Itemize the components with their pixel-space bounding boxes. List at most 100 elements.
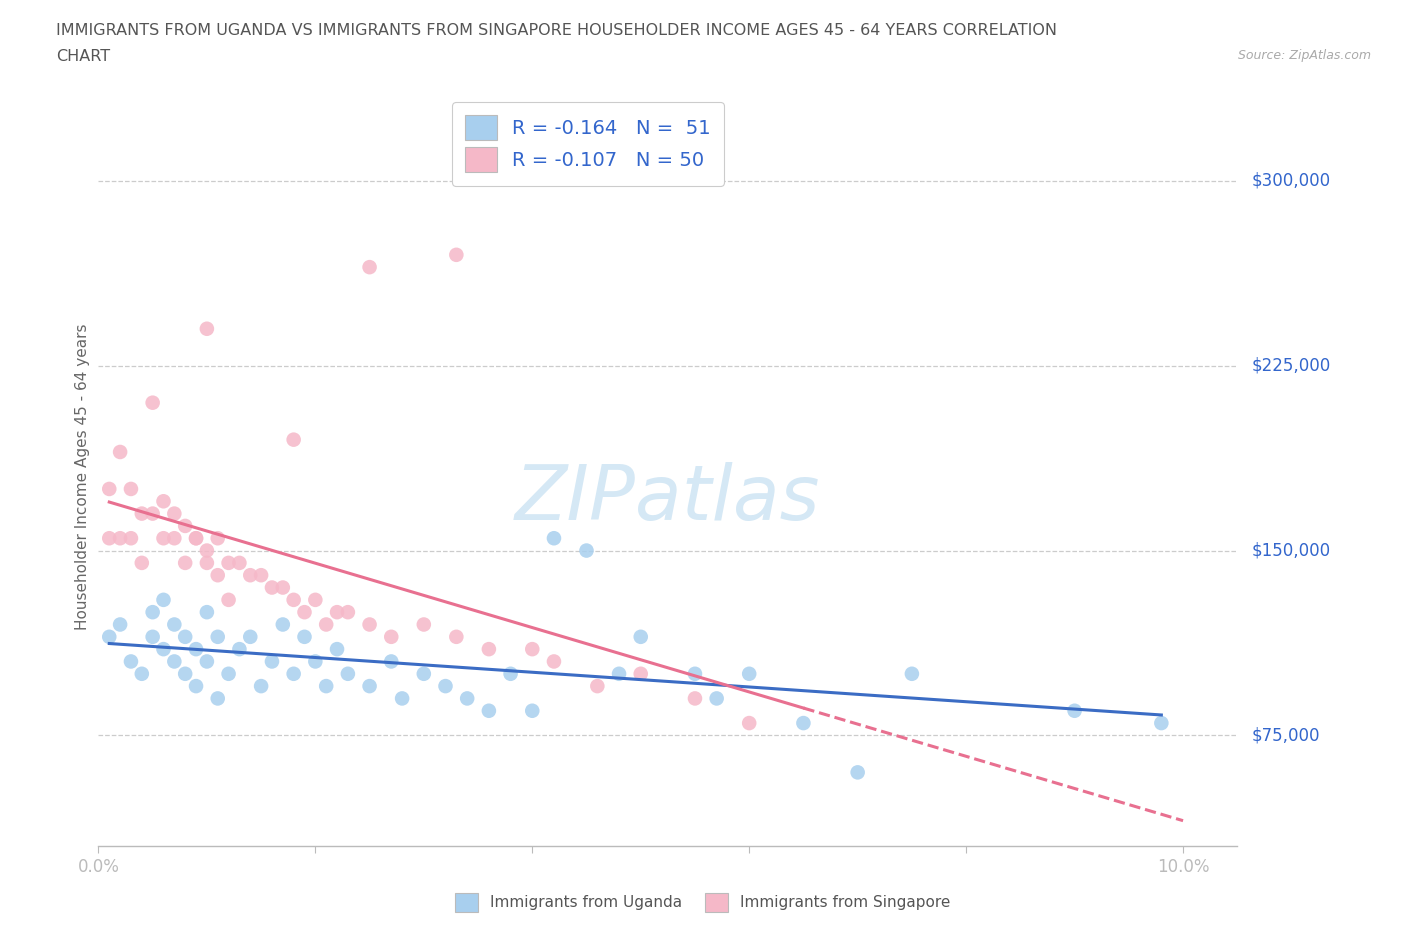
- Point: [683, 691, 706, 706]
- Point: [131, 555, 153, 570]
- Point: [630, 630, 652, 644]
- Point: [207, 691, 229, 706]
- Point: [195, 604, 218, 619]
- Point: [846, 764, 869, 779]
- Point: [478, 703, 501, 718]
- Point: [326, 642, 349, 657]
- Point: [304, 592, 326, 607]
- Point: [184, 642, 207, 657]
- Point: [260, 580, 283, 595]
- Point: [239, 630, 262, 644]
- Point: [195, 555, 218, 570]
- Point: [195, 654, 218, 669]
- Point: [142, 630, 165, 644]
- Point: [195, 543, 218, 558]
- Point: [163, 654, 186, 669]
- Point: [543, 531, 565, 546]
- Point: [184, 679, 207, 694]
- Point: [174, 519, 197, 534]
- Point: [412, 666, 434, 681]
- Point: [336, 666, 359, 681]
- Point: [98, 482, 121, 497]
- Text: $225,000: $225,000: [1251, 357, 1330, 375]
- Point: [250, 679, 273, 694]
- Point: [738, 666, 761, 681]
- Point: [326, 604, 349, 619]
- Point: [283, 432, 305, 447]
- Point: [391, 691, 413, 706]
- Point: [120, 531, 142, 546]
- Point: [1150, 716, 1173, 731]
- Point: [98, 531, 121, 546]
- Point: [228, 642, 250, 657]
- Point: [163, 618, 186, 632]
- Point: [142, 395, 165, 410]
- Point: [250, 567, 273, 582]
- Y-axis label: Householder Income Ages 45 - 64 years: Householder Income Ages 45 - 64 years: [75, 324, 90, 630]
- Point: [152, 592, 174, 607]
- Point: [218, 592, 240, 607]
- Text: ZIPatlas: ZIPatlas: [515, 462, 821, 536]
- Text: CHART: CHART: [56, 49, 110, 64]
- Point: [283, 592, 305, 607]
- Point: [184, 531, 207, 546]
- Point: [163, 531, 186, 546]
- Point: [434, 679, 457, 694]
- Point: [315, 618, 337, 632]
- Point: [152, 642, 174, 657]
- Point: [283, 666, 305, 681]
- Text: Source: ZipAtlas.com: Source: ZipAtlas.com: [1237, 49, 1371, 62]
- Point: [120, 482, 142, 497]
- Point: [108, 618, 131, 632]
- Point: [359, 679, 381, 694]
- Legend: R = -0.164   N =  51, R = -0.107   N = 50: R = -0.164 N = 51, R = -0.107 N = 50: [451, 102, 724, 186]
- Point: [271, 618, 294, 632]
- Point: [195, 322, 218, 337]
- Point: [522, 642, 544, 657]
- Point: [792, 716, 814, 731]
- Point: [901, 666, 924, 681]
- Point: [683, 666, 706, 681]
- Legend: Immigrants from Uganda, Immigrants from Singapore: Immigrants from Uganda, Immigrants from …: [449, 887, 957, 918]
- Text: $300,000: $300,000: [1251, 172, 1330, 190]
- Point: [412, 618, 434, 632]
- Point: [207, 630, 229, 644]
- Point: [359, 618, 381, 632]
- Point: [174, 666, 197, 681]
- Text: $150,000: $150,000: [1251, 541, 1330, 560]
- Point: [131, 666, 153, 681]
- Point: [207, 567, 229, 582]
- Point: [174, 555, 197, 570]
- Point: [260, 654, 283, 669]
- Point: [522, 703, 544, 718]
- Point: [575, 543, 598, 558]
- Point: [163, 506, 186, 521]
- Point: [359, 259, 381, 274]
- Point: [1063, 703, 1085, 718]
- Point: [152, 494, 174, 509]
- Point: [120, 654, 142, 669]
- Text: $75,000: $75,000: [1251, 726, 1320, 744]
- Point: [184, 531, 207, 546]
- Point: [607, 666, 630, 681]
- Point: [304, 654, 326, 669]
- Point: [586, 679, 609, 694]
- Point: [478, 642, 501, 657]
- Point: [543, 654, 565, 669]
- Point: [446, 247, 468, 262]
- Point: [380, 654, 402, 669]
- Point: [108, 445, 131, 459]
- Point: [207, 531, 229, 546]
- Point: [98, 630, 121, 644]
- Point: [174, 630, 197, 644]
- Point: [456, 691, 478, 706]
- Point: [499, 666, 522, 681]
- Point: [271, 580, 294, 595]
- Point: [142, 506, 165, 521]
- Point: [294, 604, 316, 619]
- Point: [630, 666, 652, 681]
- Point: [131, 506, 153, 521]
- Point: [315, 679, 337, 694]
- Text: IMMIGRANTS FROM UGANDA VS IMMIGRANTS FROM SINGAPORE HOUSEHOLDER INCOME AGES 45 -: IMMIGRANTS FROM UGANDA VS IMMIGRANTS FRO…: [56, 23, 1057, 38]
- Point: [218, 666, 240, 681]
